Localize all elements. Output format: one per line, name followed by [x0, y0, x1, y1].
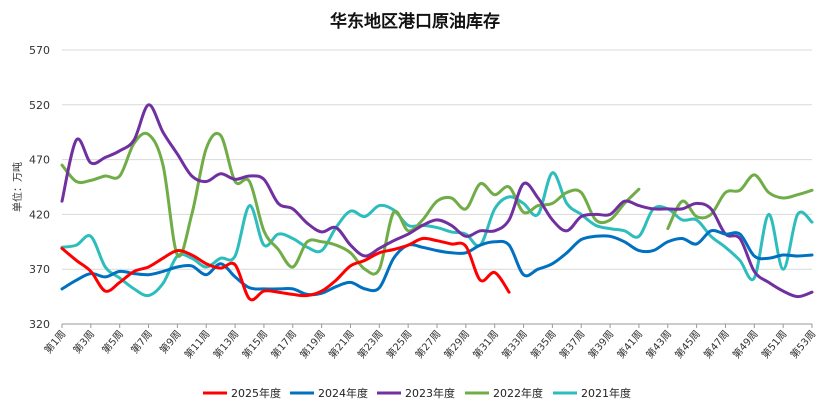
x-tick-label: 第15周 — [239, 328, 270, 361]
y-tick-label: 520 — [29, 99, 50, 112]
y-tick-label: 420 — [29, 208, 50, 221]
y-tick-label: 570 — [29, 44, 50, 57]
x-tick-label: 第53周 — [787, 328, 818, 361]
legend-label: 2022年度 — [493, 386, 543, 400]
x-tick-label: 第35周 — [528, 328, 559, 361]
series-line-2025年度 — [60, 236, 511, 302]
x-tick-label: 第1周 — [41, 328, 68, 357]
x-tick-label: 第25周 — [383, 328, 414, 361]
x-tick-label: 第31周 — [470, 328, 501, 361]
gridlines — [62, 49, 812, 325]
x-tick-label: 第21周 — [326, 328, 357, 361]
x-tick-label: 第29周 — [441, 328, 472, 361]
series-line-2024年度 — [60, 228, 814, 297]
y-tick-label: 470 — [29, 154, 50, 167]
x-tick-label: 第5周 — [99, 328, 126, 357]
x-tick-label: 第7周 — [128, 328, 155, 357]
x-tick-label: 第43周 — [643, 328, 674, 361]
x-tick-label: 第47周 — [701, 328, 732, 361]
x-tick-label: 第51周 — [758, 328, 789, 361]
x-tick-label: 第27周 — [412, 328, 443, 361]
x-tick-label: 第3周 — [70, 328, 97, 357]
legend-label: 2025年度 — [231, 386, 281, 400]
x-tick-label: 第9周 — [157, 328, 184, 357]
x-axis-ticks: 第1周 第3周 第5周 第7周 第9周 第11周 第13周 第15周 第17周 第19周 第21周第… — [41, 324, 818, 361]
x-tick-label: 第49周 — [730, 328, 761, 361]
legend-label: 2021年度 — [581, 386, 631, 400]
series-line-2023年度 — [60, 103, 814, 299]
x-tick-label: 第23周 — [355, 328, 386, 361]
legend-label: 2024年度 — [318, 386, 368, 400]
x-tick-label: 第39周 — [585, 328, 616, 361]
x-tick-label: 第41周 — [614, 328, 645, 361]
y-axis-ticks: 320 370 420 470 520 570 — [29, 44, 50, 331]
x-tick-label: 第19周 — [297, 328, 328, 361]
y-tick-label: 370 — [29, 263, 50, 276]
y-tick-label: 320 — [29, 318, 50, 331]
x-tick-label: 第33周 — [499, 328, 530, 361]
series-lines — [60, 103, 814, 302]
legend: 2025年度 2024年度 2023年度 2022年度 2021年度 — [203, 386, 631, 400]
x-tick-label: 第45周 — [672, 328, 703, 361]
x-tick-label: 第17周 — [268, 328, 299, 361]
x-tick-label: 第37周 — [557, 328, 588, 361]
chart-title: 华东地区港口原油库存 — [330, 11, 500, 32]
y-axis-unit-label: 单位：万吨 — [11, 162, 24, 212]
series-line-2021年度 — [60, 171, 814, 298]
x-tick-label: 第13周 — [210, 328, 241, 361]
legend-label: 2023年度 — [405, 386, 455, 400]
x-tick-label: 第11周 — [182, 328, 213, 361]
